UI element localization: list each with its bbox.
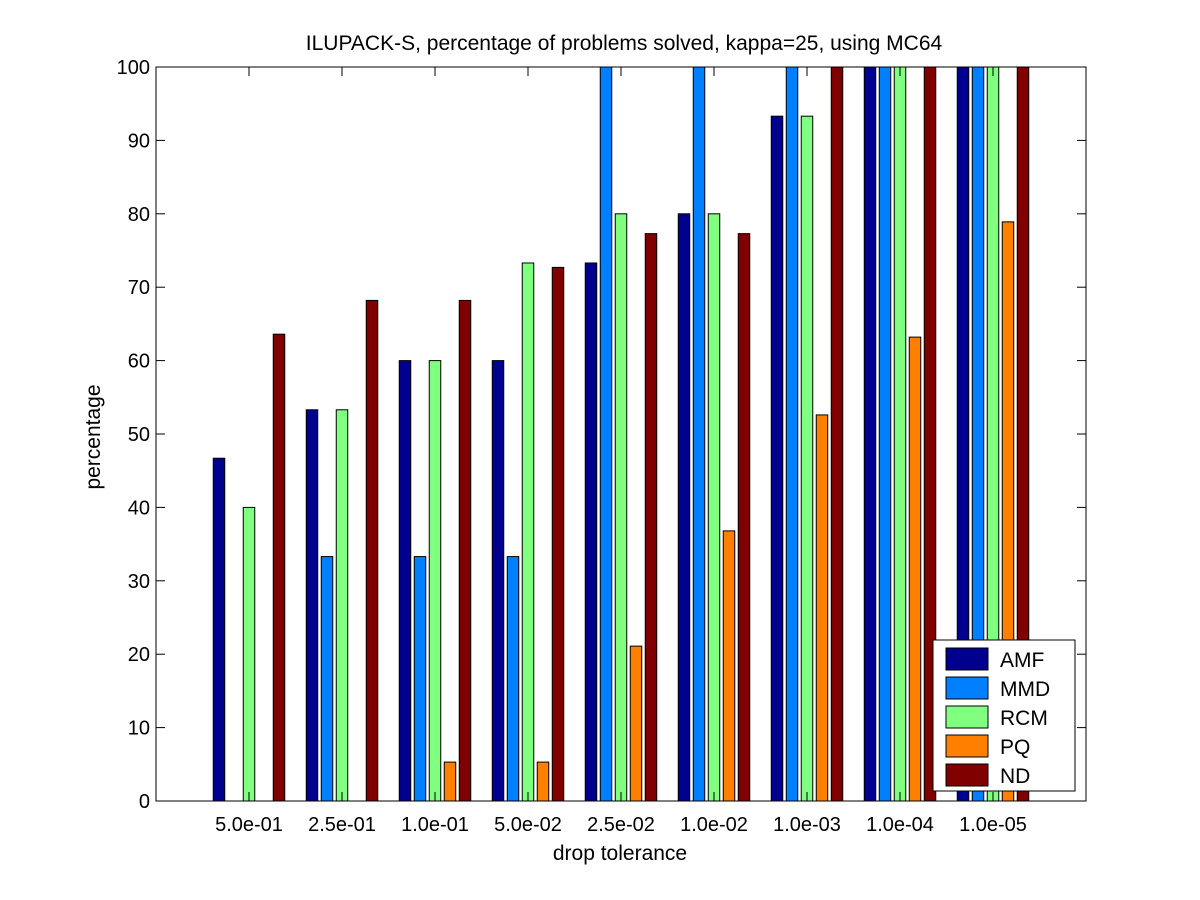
y-tick-label: 50 bbox=[128, 424, 150, 446]
plot-area: 0 10 20 30 40 50 60 70 80 90 100 5.0e-01 2.5e-01 1.0e… bbox=[117, 57, 1087, 836]
bar-rcm-4 bbox=[614, 213, 628, 802]
legend-swatch-pq bbox=[945, 734, 989, 758]
legend-label-pq: PQ bbox=[1000, 736, 1030, 759]
bar-nd-0 bbox=[272, 333, 286, 802]
legend-swatch-amf bbox=[945, 647, 989, 671]
bar-rcm-7 bbox=[893, 66, 907, 802]
x-tick-label: 1.0e-03 bbox=[773, 814, 841, 836]
bar-nd-6 bbox=[830, 66, 844, 802]
y-tick-label: 60 bbox=[128, 351, 150, 373]
bar-amf-2 bbox=[398, 360, 412, 802]
bar-amf-7 bbox=[863, 66, 877, 802]
bar-amf-6 bbox=[770, 115, 784, 802]
bar-amf-3 bbox=[491, 360, 505, 802]
bar-nd-1 bbox=[365, 299, 379, 802]
bar-amf-0 bbox=[212, 457, 226, 802]
y-tick-label: 0 bbox=[139, 791, 150, 813]
bar-nd-5 bbox=[737, 233, 751, 802]
y-tick-label: 40 bbox=[128, 497, 150, 519]
legend-swatch-mmd bbox=[945, 676, 989, 700]
legend-label-mmd: MMD bbox=[1000, 678, 1050, 701]
y-tick-label: 100 bbox=[117, 57, 150, 79]
bar-rcm-6 bbox=[800, 115, 814, 802]
bar-pq-6 bbox=[815, 414, 829, 802]
bar-amf-5 bbox=[677, 213, 691, 802]
y-axis-label: percentage bbox=[82, 384, 105, 489]
bar-mmd-6 bbox=[785, 66, 799, 802]
bar-pq-2 bbox=[443, 761, 457, 802]
legend-swatch-nd bbox=[945, 763, 989, 787]
legend-label-nd: ND bbox=[1000, 765, 1030, 788]
bar-rcm-0 bbox=[242, 506, 256, 802]
y-tick-label: 30 bbox=[128, 571, 150, 593]
bar-pq-3 bbox=[536, 761, 550, 802]
x-axis-label: drop tolerance bbox=[553, 842, 687, 865]
x-tick-label: 1.0e-04 bbox=[866, 814, 934, 836]
bar-amf-1 bbox=[305, 409, 319, 802]
bar-amf-4 bbox=[584, 262, 598, 802]
bar-pq-5 bbox=[722, 530, 736, 802]
bar-rcm-2 bbox=[428, 360, 442, 802]
chart-title: ILUPACK-S, percentage of problems solved… bbox=[306, 32, 943, 55]
bar-rcm-1 bbox=[335, 409, 349, 802]
bar-nd-4 bbox=[644, 233, 658, 802]
x-tick-label: 5.0e-02 bbox=[494, 814, 562, 836]
bar-rcm-3 bbox=[521, 262, 535, 802]
bar-nd-3 bbox=[551, 266, 565, 802]
legend: AMF MMD RCM PQ ND bbox=[932, 639, 1076, 792]
bar-pq-4 bbox=[629, 645, 643, 802]
x-tick-label: 1.0e-05 bbox=[959, 814, 1027, 836]
legend-label-amf: AMF bbox=[1000, 649, 1044, 672]
y-tick-label: 90 bbox=[128, 130, 150, 152]
bar-nd-2 bbox=[458, 299, 472, 802]
y-tick-label: 10 bbox=[128, 718, 150, 740]
bar-mmd-3 bbox=[506, 556, 520, 802]
x-tick-label: 5.0e-01 bbox=[215, 814, 283, 836]
bar-mmd-5 bbox=[692, 66, 706, 802]
bar-rcm-5 bbox=[707, 213, 721, 802]
x-tick-label: 2.5e-02 bbox=[587, 814, 655, 836]
bar-mmd-1 bbox=[320, 556, 334, 802]
legend-swatch-rcm bbox=[945, 705, 989, 729]
x-tick-label: 1.0e-01 bbox=[401, 814, 469, 836]
y-tick-label: 70 bbox=[128, 277, 150, 299]
bar-mmd-2 bbox=[413, 556, 427, 802]
legend-label-rcm: RCM bbox=[1000, 707, 1048, 730]
bar-pq-7 bbox=[908, 336, 922, 802]
bar-mmd-4 bbox=[599, 66, 613, 802]
y-tick-label: 20 bbox=[128, 644, 150, 666]
y-tick-label: 80 bbox=[128, 204, 150, 226]
x-tick-label: 1.0e-02 bbox=[680, 814, 748, 836]
x-tick-label: 2.5e-01 bbox=[308, 814, 376, 836]
bar-mmd-7 bbox=[878, 66, 892, 802]
